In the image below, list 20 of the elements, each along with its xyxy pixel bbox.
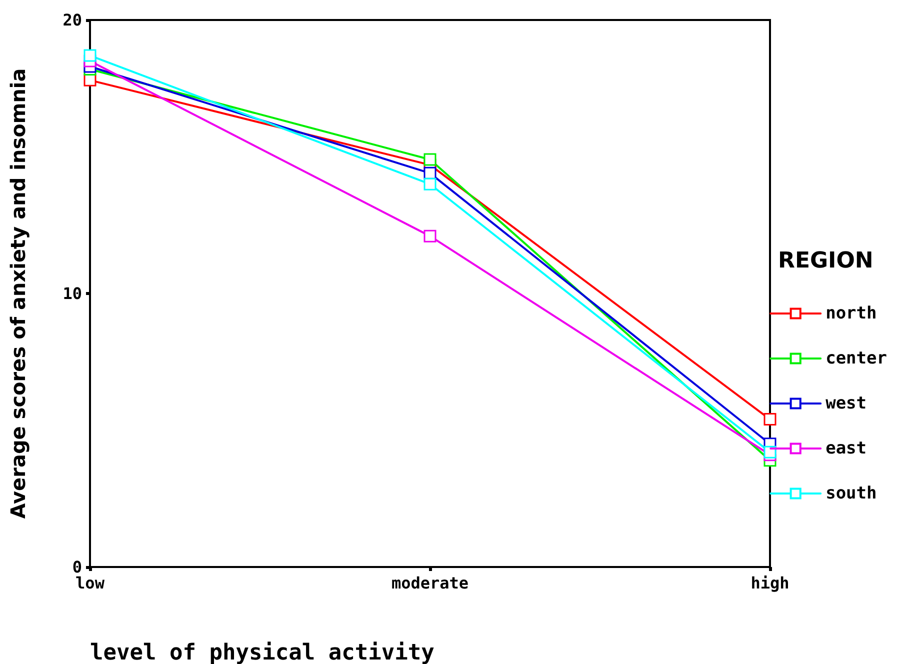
point: [424, 178, 436, 190]
point: [84, 49, 96, 62]
y-axis-title: Average scores of anxiety and insomnia: [6, 68, 30, 519]
legend-title: REGION: [778, 248, 874, 274]
point: [424, 230, 436, 242]
y-tick-label: 0: [72, 558, 82, 576]
x-tick-label: high: [750, 574, 790, 592]
y-tick-label: 10: [62, 284, 82, 303]
legend-label: center: [826, 348, 888, 368]
x-tick-label: low: [76, 574, 105, 592]
legend-label: north: [826, 304, 877, 324]
legend-label: east: [826, 438, 867, 458]
point: [764, 446, 776, 458]
point: [764, 413, 776, 426]
point: [424, 153, 436, 166]
x-tick-label: moderate: [391, 574, 469, 592]
y-tick-label: 20: [62, 10, 82, 30]
x-axis-title: level of physical activity: [90, 640, 434, 664]
legend-label: south: [826, 484, 877, 504]
legend-label: west: [826, 394, 867, 414]
